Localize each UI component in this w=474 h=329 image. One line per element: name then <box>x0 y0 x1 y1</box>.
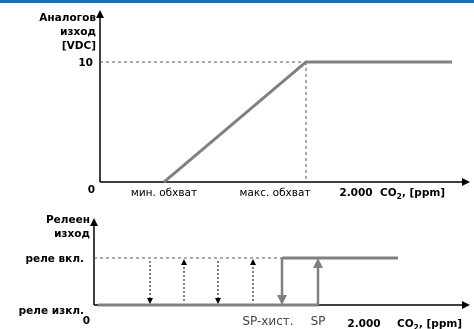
origin-label: 0 <box>88 184 95 196</box>
y-tick-relay-off: реле изкл. <box>19 305 84 317</box>
y-label-line-2: изход <box>60 26 96 38</box>
x-tick-max-range: макс. обхват <box>240 187 311 199</box>
y-tick-relay-on: реле вкл. <box>25 253 84 265</box>
x-axis-label: CO2, [ppm] <box>397 318 462 329</box>
x-tick-sp: SP <box>311 314 326 328</box>
y-label-line-3: [VDC] <box>62 40 96 52</box>
x-axis-label: CO2, [ppm] <box>380 187 445 201</box>
origin-label: 0 <box>83 315 90 327</box>
x-tick-2000: 2.000 <box>339 187 372 199</box>
x-tick-min-range: мин. обхват <box>131 187 197 199</box>
analog-output-chart: Аналогов изход [VDC] 10 0 мин. обхват ма… <box>39 10 470 201</box>
x-tick-2000: 2.000 <box>347 318 380 329</box>
analog-output-line <box>163 60 452 184</box>
y-tick-10: 10 <box>78 57 93 69</box>
y-label-line-2: изход <box>54 228 90 240</box>
y-label-line-1: Аналогов <box>39 12 96 24</box>
relay-output-chart: Релеен изход реле вкл. реле изкл. 0 SP-х… <box>19 214 470 329</box>
y-label-line-1: Релеен <box>46 214 90 226</box>
top-bar <box>0 0 474 3</box>
x-tick-sp-hyst: SP-хист. <box>242 314 293 328</box>
